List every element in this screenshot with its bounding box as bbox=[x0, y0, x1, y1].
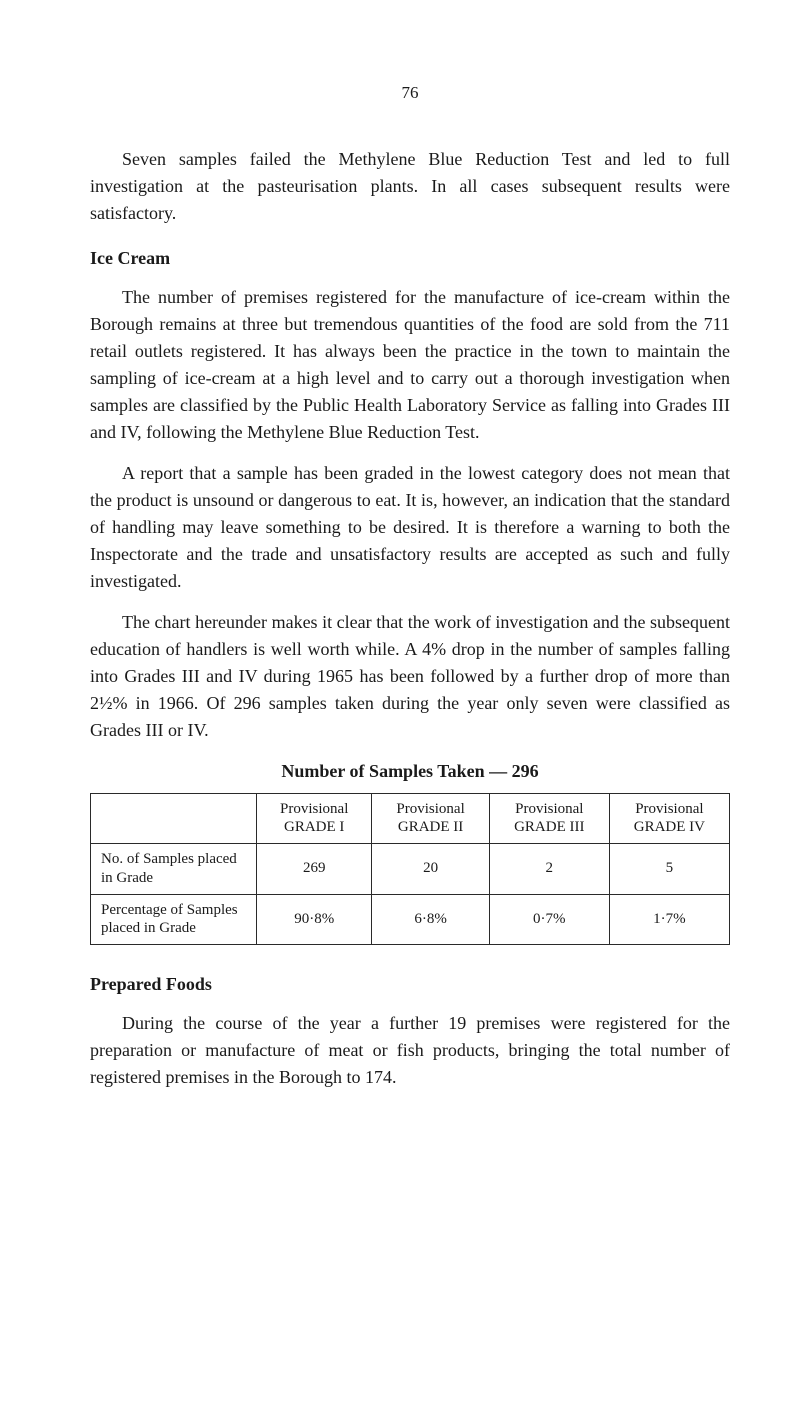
cell: 90·8% bbox=[257, 894, 372, 945]
intro-paragraph: Seven samples failed the Methylene Blue … bbox=[90, 146, 730, 227]
ice-cream-para-2: A report that a sample has been graded i… bbox=[90, 460, 730, 595]
row-label: Percentage of Samples placed in Grade bbox=[91, 894, 257, 945]
table-header-grade3: Provisional GRADE III bbox=[489, 793, 609, 844]
cell: 1·7% bbox=[609, 894, 729, 945]
samples-table: Provisional GRADE I Provisional GRADE II… bbox=[90, 793, 730, 946]
table-header-grade1: Provisional GRADE I bbox=[257, 793, 372, 844]
ice-cream-heading: Ice Cream bbox=[90, 245, 730, 272]
cell: 20 bbox=[372, 844, 490, 895]
page-number: 76 bbox=[90, 80, 730, 106]
prepared-foods-para: During the course of the year a further … bbox=[90, 1010, 730, 1091]
table-header-grade2: Provisional GRADE II bbox=[372, 793, 490, 844]
cell: 5 bbox=[609, 844, 729, 895]
cell: 0·7% bbox=[489, 894, 609, 945]
table-row: Percentage of Samples placed in Grade 90… bbox=[91, 894, 730, 945]
cell: 6·8% bbox=[372, 894, 490, 945]
prepared-foods-heading: Prepared Foods bbox=[90, 971, 730, 998]
ice-cream-para-1: The number of premises registered for th… bbox=[90, 284, 730, 446]
table-header-grade4: Provisional GRADE IV bbox=[609, 793, 729, 844]
table-row: No. of Samples placed in Grade 269 20 2 … bbox=[91, 844, 730, 895]
table-header-empty bbox=[91, 793, 257, 844]
table-title: Number of Samples Taken — 296 bbox=[90, 758, 730, 785]
ice-cream-para-3: The chart hereunder makes it clear that … bbox=[90, 609, 730, 744]
row-label: No. of Samples placed in Grade bbox=[91, 844, 257, 895]
cell: 2 bbox=[489, 844, 609, 895]
cell: 269 bbox=[257, 844, 372, 895]
table-header-row: Provisional GRADE I Provisional GRADE II… bbox=[91, 793, 730, 844]
